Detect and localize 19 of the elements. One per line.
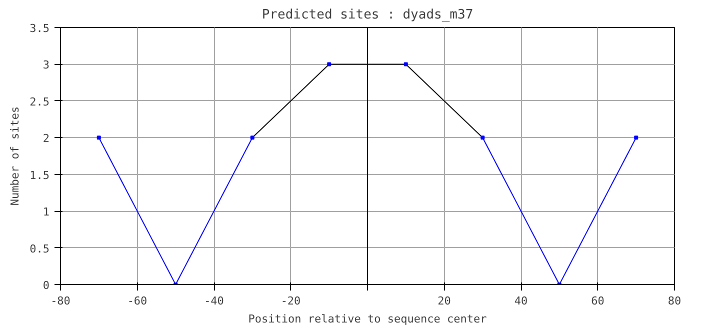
y-tick-label: 1 bbox=[42, 206, 50, 219]
y-tick-label: 3.5 bbox=[30, 22, 50, 35]
y-tick-label: 1.5 bbox=[30, 168, 50, 182]
x-tick-label: 40 bbox=[514, 294, 528, 308]
y-axis-title: Number of sites bbox=[8, 106, 22, 206]
x-tick-label: -60 bbox=[127, 294, 148, 308]
y-tick-label: 0 bbox=[42, 279, 50, 292]
x-tick-label: 60 bbox=[591, 294, 604, 308]
x-tick-label: -80 bbox=[50, 294, 70, 308]
x-tick-label: 20 bbox=[438, 294, 451, 308]
x-tick-label: -20 bbox=[280, 294, 301, 308]
x-axis-title: Position relative to sequence center bbox=[248, 312, 488, 326]
x-tick-label: 80 bbox=[668, 294, 682, 308]
y-tick-label: 2.5 bbox=[30, 95, 50, 108]
y-tick-label: 3 bbox=[42, 58, 50, 72]
y-tick-label: 2 bbox=[42, 132, 50, 146]
y-tick-label: 0.5 bbox=[30, 242, 50, 256]
chart-title: Predicted sites : dyads_m37 bbox=[262, 8, 474, 22]
x-tick-label: -40 bbox=[204, 294, 224, 308]
